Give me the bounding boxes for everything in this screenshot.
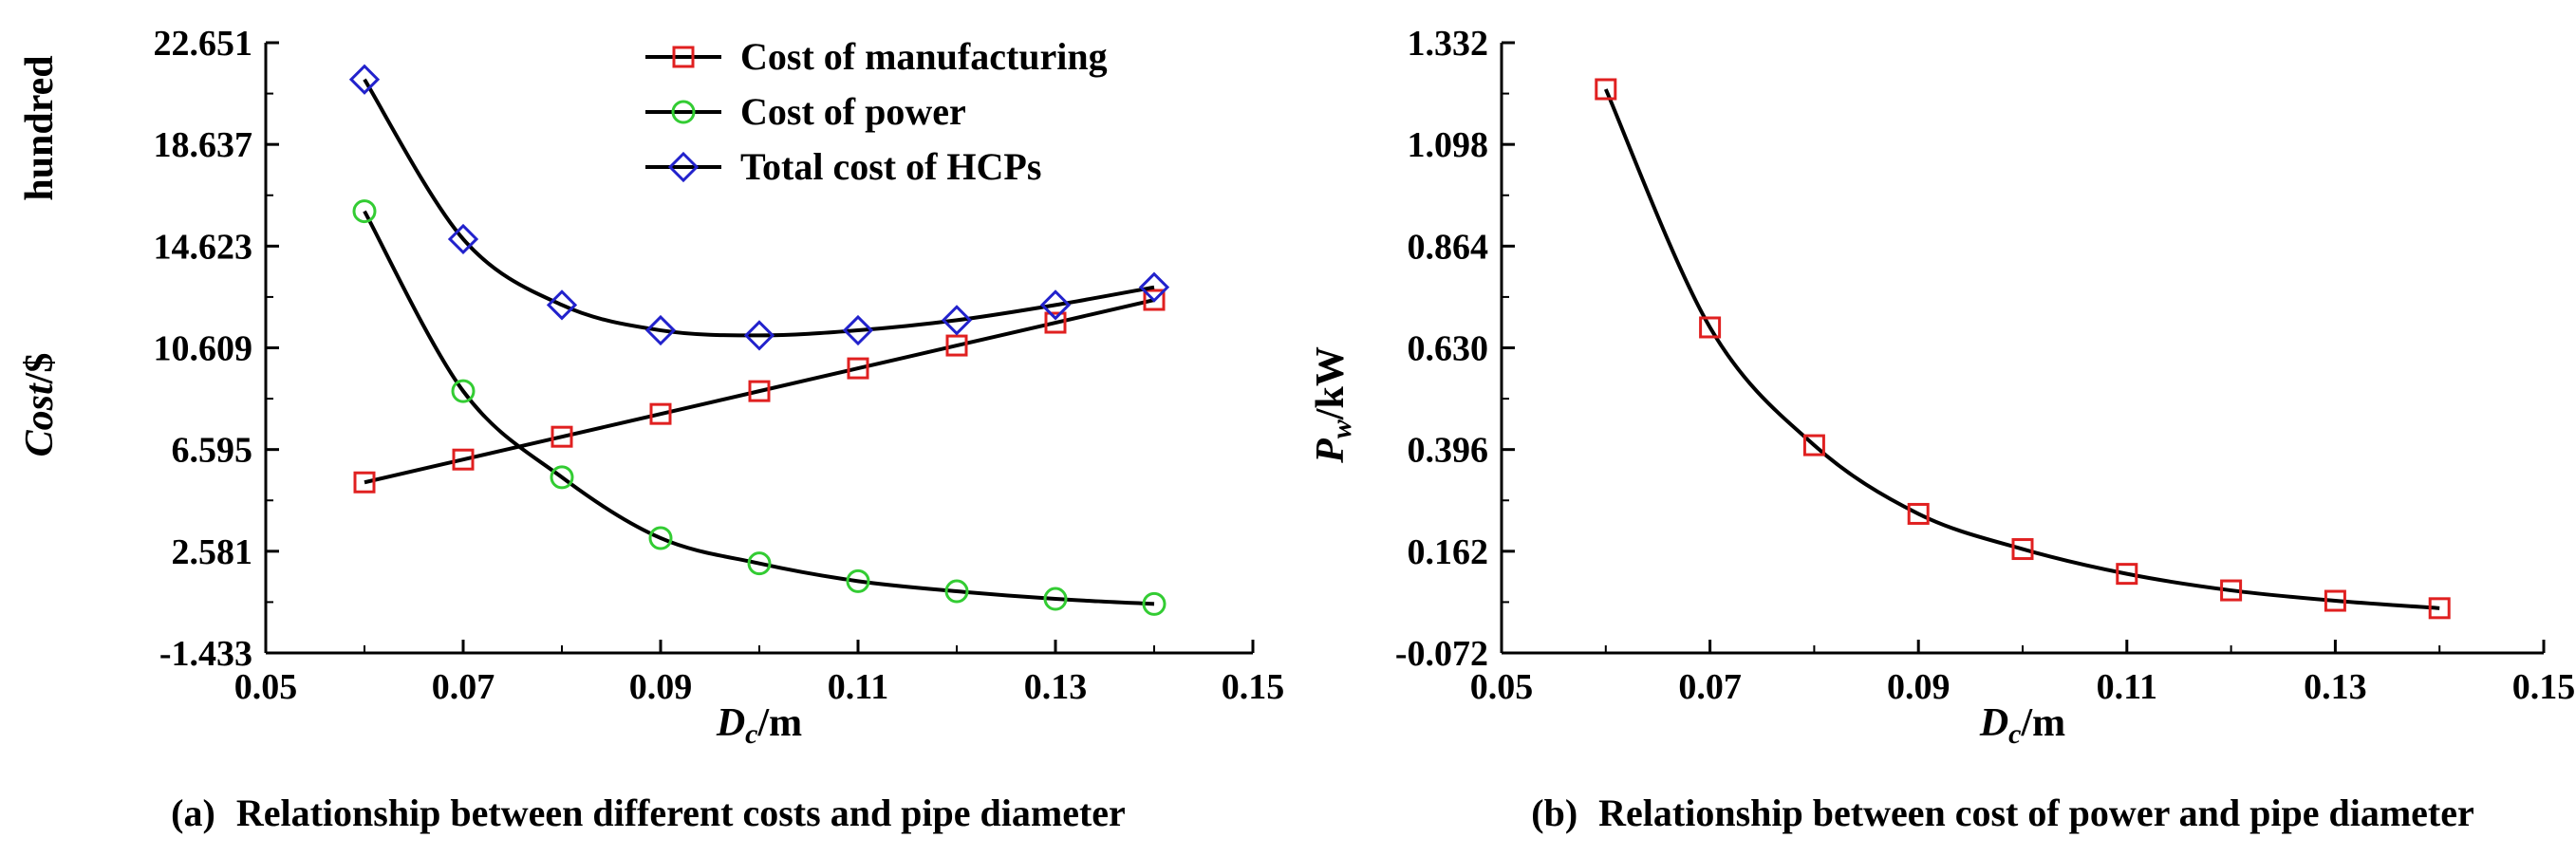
y-tick-label: -0.072 bbox=[1395, 634, 1488, 674]
series-0-point bbox=[649, 402, 672, 425]
chart-panel-a: -1.433 2.581 6.595 10.609 14.623 18.637 22.651… bbox=[18, 24, 1284, 834]
y-axis-label-extra: hundred bbox=[18, 55, 62, 200]
y-tick-label: 0.396 bbox=[1408, 431, 1489, 471]
series-0-point bbox=[1907, 502, 1930, 525]
y-tick-label: 1.332 bbox=[1408, 24, 1489, 64]
y-axis-label: Pw/kW bbox=[1309, 346, 1357, 464]
y-axis-label-symbol: P bbox=[1309, 438, 1353, 464]
y-tick-label: 6.595 bbox=[172, 431, 253, 471]
x-tick-label: 0.15 bbox=[2512, 667, 2576, 707]
caption-text: Relationship between different costs and… bbox=[236, 792, 1126, 834]
x-tick-label: 0.07 bbox=[432, 667, 495, 707]
series-2-point bbox=[1138, 271, 1170, 303]
y-tick-label: 10.609 bbox=[154, 329, 253, 369]
legend-marker bbox=[671, 100, 696, 124]
x-tick-label: 0.09 bbox=[1887, 667, 1951, 707]
series-0-point bbox=[353, 471, 376, 494]
series-1-point bbox=[747, 551, 772, 576]
series-0-point bbox=[2011, 538, 2034, 561]
y-tick-label: -1.433 bbox=[159, 634, 252, 674]
series-0-point bbox=[2428, 597, 2451, 620]
y-tick-label: 0.630 bbox=[1408, 329, 1489, 369]
y-tick-label: 18.637 bbox=[154, 125, 253, 165]
series-0-point bbox=[2220, 579, 2243, 602]
caption-tag: (a) bbox=[171, 792, 215, 834]
legend-marker bbox=[667, 151, 700, 183]
x-tick-label: 0.05 bbox=[234, 667, 298, 707]
caption-tag: (b) bbox=[1531, 792, 1577, 834]
legend-label: Cost of manufacturing bbox=[740, 35, 1108, 78]
series-0-point bbox=[2324, 589, 2346, 612]
series-0-point bbox=[1595, 78, 1617, 101]
series-0-point bbox=[945, 334, 968, 357]
series-0-point bbox=[551, 425, 573, 448]
series-2-point bbox=[743, 320, 775, 351]
x-tick-label: 0.13 bbox=[2304, 667, 2367, 707]
figure-caption: (b) Relationship between cost of power an… bbox=[1531, 792, 2473, 834]
y-tick-label: 0.162 bbox=[1408, 532, 1489, 572]
y-axis-label: Cost/$ bbox=[18, 353, 62, 457]
caption-text: Relationship between cost of power and p… bbox=[1598, 792, 2474, 834]
series-0-point bbox=[1802, 434, 1825, 456]
series-1-point bbox=[1142, 591, 1167, 616]
series-1-point bbox=[550, 465, 574, 490]
x-axis-label-unit: /m bbox=[2021, 701, 2066, 745]
legend-label: Cost of power bbox=[740, 90, 966, 133]
y-axis-label-symbol: Cost bbox=[18, 382, 62, 456]
y-tick-label: 22.651 bbox=[154, 24, 253, 64]
y-axis-label-subscript: w bbox=[1326, 419, 1357, 438]
x-axis-label-subscript: c bbox=[2008, 718, 2021, 750]
x-tick-label: 0.05 bbox=[1470, 667, 1534, 707]
series-line-0 bbox=[364, 298, 1155, 485]
y-axis-label-unit: /$ bbox=[18, 353, 62, 385]
series-2-point bbox=[447, 223, 479, 255]
series-1-point bbox=[451, 379, 476, 403]
series-2-point bbox=[941, 305, 973, 336]
y-tick-label: 14.623 bbox=[154, 227, 253, 267]
series-0-point bbox=[1044, 311, 1067, 334]
series-1-point bbox=[846, 568, 870, 593]
series-0-point bbox=[1699, 316, 1722, 339]
series-0-point bbox=[2116, 563, 2138, 586]
x-tick-label: 0.11 bbox=[2097, 667, 2157, 707]
x-axis-label-symbol: D bbox=[1979, 701, 2008, 745]
series-0-point bbox=[847, 357, 869, 380]
series-0-point bbox=[748, 380, 771, 402]
y-axis-label-unit: /kW bbox=[1309, 346, 1353, 420]
series-2-point bbox=[348, 64, 381, 95]
series-2-point bbox=[546, 289, 578, 321]
y-tick-label: 1.098 bbox=[1408, 125, 1489, 165]
x-axis-label: Dc/m bbox=[716, 701, 802, 750]
series-0-point bbox=[452, 448, 475, 471]
y-tick-label: 2.581 bbox=[172, 532, 253, 572]
series-1-point bbox=[648, 526, 673, 550]
x-axis-label-symbol: D bbox=[716, 701, 745, 745]
series-line-0 bbox=[1603, 88, 2440, 610]
series-1-point bbox=[1043, 587, 1068, 611]
chart-panel-b: -0.072 0.162 0.396 0.630 0.864 1.098 1.332 0.05… bbox=[1309, 24, 2575, 834]
x-tick-label: 0.13 bbox=[1024, 667, 1088, 707]
x-axis-label: Dc/m bbox=[1979, 701, 2065, 750]
series-1-point bbox=[944, 579, 969, 604]
x-tick-label: 0.11 bbox=[828, 667, 888, 707]
x-tick-label: 0.15 bbox=[1222, 667, 1285, 707]
y-tick-label: 0.864 bbox=[1408, 227, 1489, 267]
series-2-point bbox=[1039, 289, 1072, 321]
legend-marker bbox=[672, 46, 695, 68]
series-0-point bbox=[1143, 289, 1166, 311]
x-tick-label: 0.09 bbox=[629, 667, 693, 707]
legend-label: Total cost of HCPs bbox=[740, 145, 1041, 188]
series-1-point bbox=[352, 199, 377, 224]
x-tick-label: 0.07 bbox=[1678, 667, 1742, 707]
series-line-1 bbox=[363, 210, 1155, 606]
x-axis-label-subscript: c bbox=[745, 718, 757, 750]
series-2-point bbox=[842, 314, 874, 346]
figure-caption: (a) Relationship between different costs … bbox=[171, 792, 1126, 834]
x-axis-label-unit: /m bbox=[757, 701, 803, 745]
series-2-point bbox=[644, 314, 677, 346]
